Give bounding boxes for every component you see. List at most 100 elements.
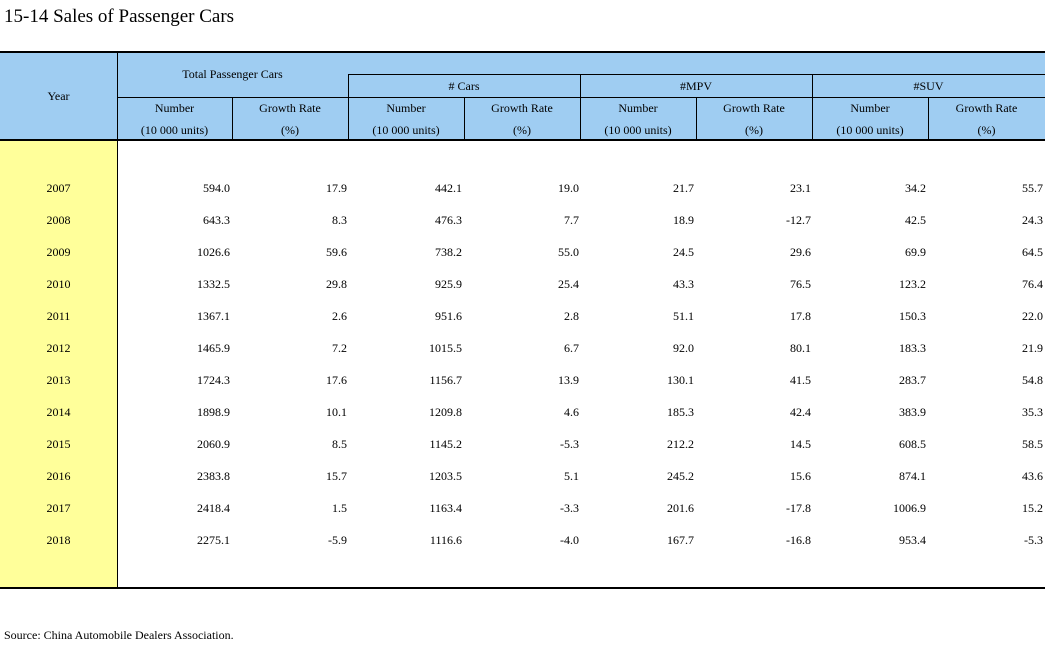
growth-rate-cell: 25.4: [558, 277, 579, 291]
growth-rate-cell: 59.6: [326, 245, 347, 259]
number-cell: 130.1: [667, 373, 694, 387]
year-cell: 2018: [46, 533, 71, 547]
subheader-growth-unit: (%): [745, 123, 763, 137]
header-group-suv: #SUV: [913, 79, 944, 93]
header-bottom-rule: [0, 139, 1045, 141]
number-cell: 2418.4: [197, 501, 230, 515]
table-row: 2010 1332.5 29.8 925.9 25.4 43.3 76.5 123.2 76.4: [0, 268, 1045, 300]
growth-rate-cell: 5.1: [564, 469, 579, 483]
number-cell: 1898.9: [197, 405, 230, 419]
growth-rate-cell: 7.2: [332, 341, 347, 355]
number-cell: 34.2: [905, 181, 926, 195]
table-row: 2018 2275.1 -5.9 1116.6 -4.0 167.7 -16.8 953.4 -…: [0, 524, 1045, 556]
group-divider: [812, 74, 813, 140]
year-cell: 2012: [46, 341, 71, 355]
growth-rate-cell: 29.6: [790, 245, 811, 259]
year-divider: [117, 52, 118, 588]
number-cell: 185.3: [667, 405, 694, 419]
number-cell: 1367.1: [197, 309, 230, 323]
number-cell: 18.9: [673, 213, 694, 227]
number-cell: 925.9: [435, 277, 462, 291]
year-cell: 2015: [46, 437, 71, 451]
number-cell: 383.9: [899, 405, 926, 419]
growth-rate-cell: 15.7: [326, 469, 347, 483]
growth-rate-cell: -16.8: [786, 533, 811, 547]
table-row: 2014 1898.9 10.1 1209.8 4.6 185.3 42.4 383.9 35.…: [0, 396, 1045, 428]
year-cell: 2009: [46, 245, 71, 259]
subheader-number-unit: (10 000 units): [372, 123, 440, 137]
number-cell: 953.4: [899, 533, 926, 547]
table-top-rule: [0, 51, 1045, 53]
growth-rate-cell: 76.5: [790, 277, 811, 291]
subheader-number: Number: [618, 101, 658, 115]
number-cell: 2383.8: [197, 469, 230, 483]
header-background: [0, 52, 1045, 140]
group-divider: [348, 74, 349, 140]
header-group-mpv: #MPV: [679, 79, 712, 93]
col-divider: [696, 97, 697, 140]
table-row: 2011 1367.1 2.6 951.6 2.8 51.1 17.8 150.3 22.0: [0, 300, 1045, 332]
number-cell: 24.5: [673, 245, 694, 259]
year-cell: 2013: [46, 373, 71, 387]
number-cell: 21.7: [673, 181, 694, 195]
col-divider: [928, 97, 929, 140]
growth-rate-cell: 7.7: [564, 213, 579, 227]
table-row: 2013 1724.3 17.6 1156.7 13.9 130.1 41.5 283.7 54…: [0, 364, 1045, 396]
number-cell: 1006.9: [893, 501, 926, 515]
table-row: 2015 2060.9 8.5 1145.2 -5.3 212.2 14.5 608.5 58.…: [0, 428, 1045, 460]
subheader-number: Number: [850, 101, 890, 115]
year-cell: 2007: [46, 181, 71, 195]
growth-rate-cell: 13.9: [558, 373, 579, 387]
growth-rate-cell: -12.7: [786, 213, 811, 227]
growth-rate-cell: 29.8: [326, 277, 347, 291]
growth-rate-cell: 22.0: [1022, 309, 1043, 323]
table-row: 2017 2418.4 1.5 1163.4 -3.3 201.6 -17.8 1006.9 1…: [0, 492, 1045, 524]
growth-rate-cell: -5.3: [1024, 533, 1043, 547]
number-cell: 1209.8: [429, 405, 462, 419]
number-cell: 1116.6: [429, 533, 462, 547]
year-cell: 2008: [46, 213, 71, 227]
subheader-growth-unit: (%): [513, 123, 531, 137]
growth-rate-cell: 43.6: [1022, 469, 1043, 483]
number-cell: 608.5: [899, 437, 926, 451]
number-cell: 183.3: [899, 341, 926, 355]
subheader-growth-rate: Growth Rate: [955, 101, 1018, 115]
growth-rate-cell: 2.8: [564, 309, 579, 323]
subheader-number-unit: (10 000 units): [836, 123, 904, 137]
growth-rate-cell: 14.5: [790, 437, 811, 451]
growth-rate-cell: 55.7: [1022, 181, 1043, 195]
number-cell: 201.6: [667, 501, 694, 515]
growth-rate-cell: 4.6: [564, 405, 579, 419]
growth-rate-cell: 55.0: [558, 245, 579, 259]
growth-rate-cell: 58.5: [1022, 437, 1043, 451]
year-cell: 2016: [46, 469, 71, 483]
growth-rate-cell: 8.3: [332, 213, 347, 227]
table-row: 2016 2383.8 15.7 1203.5 5.1 245.2 15.6 874.1 43.…: [0, 460, 1045, 492]
number-cell: 51.1: [673, 309, 694, 323]
number-cell: 442.1: [435, 181, 462, 195]
growth-rate-cell: 15.6: [790, 469, 811, 483]
growth-rate-cell: 21.9: [1022, 341, 1043, 355]
table-row: 2008 643.3 8.3 476.3 7.7 18.9 -12.7 42.5 24.3: [0, 204, 1045, 236]
number-cell: 69.9: [905, 245, 926, 259]
number-cell: 1015.5: [429, 341, 462, 355]
number-cell: 123.2: [899, 277, 926, 291]
number-cell: 212.2: [667, 437, 694, 451]
table-row: 2007 594.0 17.9 442.1 19.0 21.7 23.1 34.2 55.7: [0, 172, 1045, 204]
number-cell: 167.7: [667, 533, 694, 547]
growth-rate-cell: -5.3: [560, 437, 579, 451]
subheader-growth-rate: Growth Rate: [491, 101, 553, 115]
number-cell: 1156.7: [429, 373, 462, 387]
number-cell: 1724.3: [197, 373, 230, 387]
number-cell: 643.3: [203, 213, 230, 227]
header-year: Year: [47, 89, 70, 103]
growth-rate-cell: -5.9: [328, 533, 347, 547]
number-cell: 1332.5: [197, 277, 230, 291]
number-cell: 476.3: [435, 213, 462, 227]
number-cell: 1465.9: [197, 341, 230, 355]
number-cell: 2275.1: [197, 533, 230, 547]
group-header-rule: [348, 74, 1045, 75]
growth-rate-cell: 10.1: [326, 405, 347, 419]
growth-rate-cell: 17.6: [326, 373, 347, 387]
number-cell: 594.0: [203, 181, 230, 195]
